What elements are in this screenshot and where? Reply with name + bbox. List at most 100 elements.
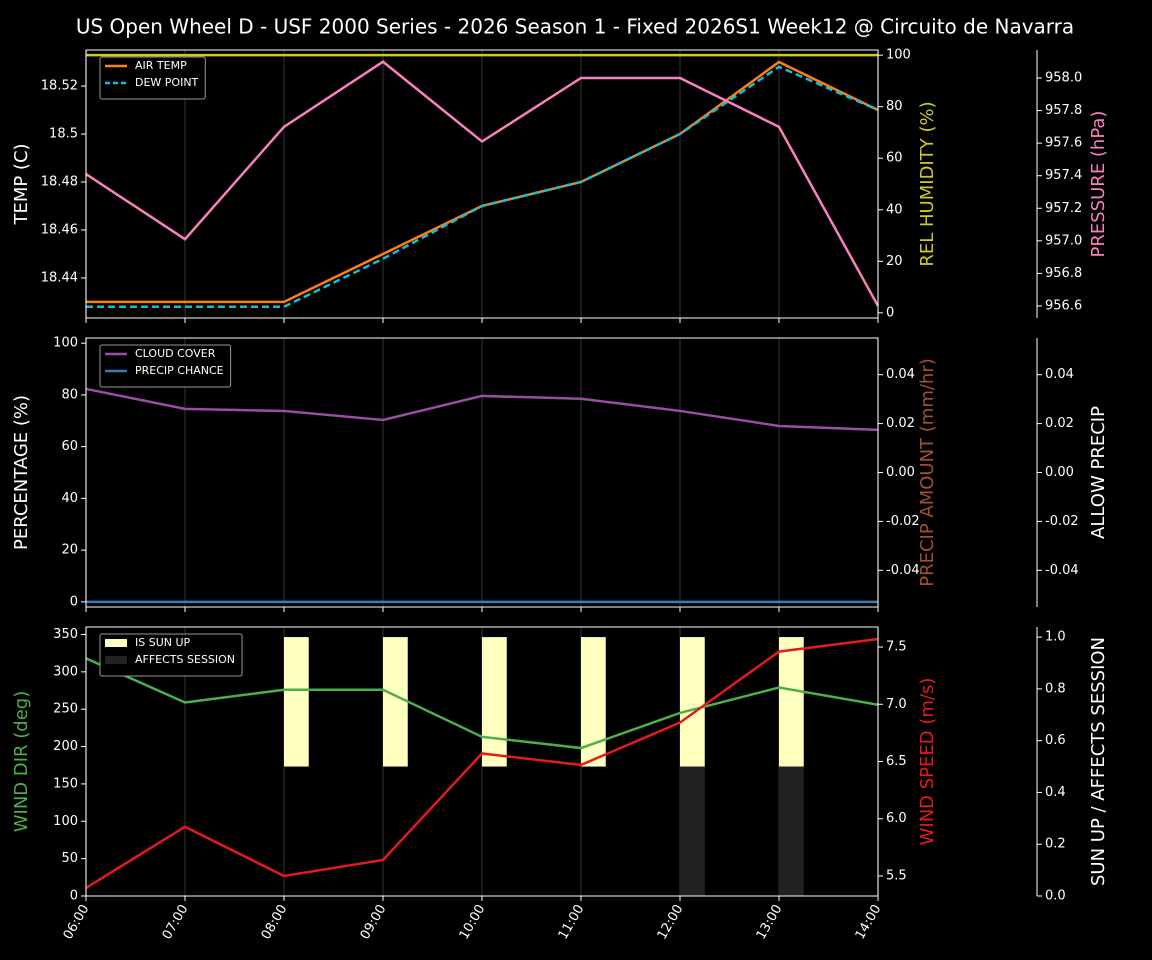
- bar: [284, 637, 309, 767]
- x-tick-label: 12:00: [655, 902, 687, 942]
- y-tick-label: 0: [886, 305, 894, 320]
- y-tick-label: 0.04: [1045, 367, 1074, 382]
- y-tick-label: 956.8: [1045, 266, 1082, 281]
- y-tick-label: 50: [61, 851, 78, 866]
- y-tick-label: 0.02: [886, 416, 915, 431]
- chart-title: US Open Wheel D - USF 2000 Series - 2026…: [76, 15, 1074, 39]
- y-tick-label: -0.04: [1045, 563, 1079, 578]
- axis-label: PRESSURE (hPa): [1088, 111, 1109, 258]
- x-tick-label: 09:00: [358, 902, 390, 942]
- legend: IS SUN UP AFFECTS SESSION: [99, 633, 243, 677]
- y-tick-label: 0.02: [1045, 416, 1074, 431]
- y-tick-label: 18.44: [41, 270, 78, 285]
- bar: [482, 637, 507, 767]
- legend-swatch: [105, 639, 127, 647]
- line: [85, 637, 879, 890]
- y-tick-label: 250: [53, 702, 78, 717]
- y-tick-label: 5.5: [886, 868, 907, 883]
- y-tick-label: 6.0: [886, 811, 907, 826]
- axis-label: PERCENTAGE (%): [11, 395, 32, 550]
- y-tick-label: -0.04: [886, 563, 920, 578]
- x-tick-label: 14:00: [853, 902, 885, 942]
- x-tick-label: 08:00: [259, 902, 291, 942]
- y-tick-label: 18.52: [41, 78, 78, 93]
- legend-label: DEW POINT: [135, 76, 199, 89]
- legend-label: AFFECTS SESSION: [135, 653, 235, 666]
- y-tick-label: 0.4: [1045, 785, 1066, 800]
- y-tick-label: 40: [886, 202, 903, 217]
- line: [85, 60, 880, 307]
- y-tick-label: 0.00: [1045, 465, 1074, 480]
- y-tick-label: 7.5: [886, 640, 907, 655]
- x-tick-label: 13:00: [754, 902, 786, 942]
- y-tick-label: 100: [53, 814, 78, 829]
- y-tick-label: 7.0: [886, 697, 907, 712]
- x-tick-label: 07:00: [160, 902, 192, 942]
- legend: CLOUD COVER PRECIP CHANCE: [99, 344, 232, 388]
- y-tick-label: 100: [53, 336, 78, 351]
- y-tick-label: 0.00: [886, 465, 915, 480]
- legend-box: [99, 344, 232, 388]
- y-tick-label: 0.6: [1045, 733, 1066, 748]
- line: [85, 657, 879, 750]
- y-tick-label: 0.8: [1045, 681, 1066, 696]
- y-tick-label: 80: [886, 99, 903, 114]
- legend-label: AIR TEMP: [135, 59, 187, 72]
- plot-frame: [85, 337, 879, 608]
- y-tick-label: -0.02: [1045, 514, 1079, 529]
- legend-label: CLOUD COVER: [135, 347, 216, 360]
- y-tick-label: 350: [53, 627, 78, 642]
- y-tick-label: 300: [53, 664, 78, 679]
- axis-label: WIND SPEED (m/s): [917, 678, 938, 846]
- y-tick-label: 60: [61, 439, 78, 454]
- y-tick-label: 200: [53, 739, 78, 754]
- legend-label: IS SUN UP: [135, 636, 191, 649]
- y-tick-label: 40: [61, 491, 78, 506]
- y-tick-label: 957.6: [1045, 136, 1082, 151]
- y-tick-label: 100: [886, 48, 911, 63]
- y-tick-label: 0.0: [1045, 889, 1066, 904]
- y-tick-label: 1.0: [1045, 630, 1066, 645]
- x-tick-label: 11:00: [556, 902, 588, 942]
- y-tick-label: 0: [70, 594, 78, 609]
- plot-frame: [85, 626, 879, 897]
- y-tick-label: 957.8: [1045, 103, 1082, 118]
- y-tick-label: 80: [61, 387, 78, 402]
- y-tick-label: -0.02: [886, 514, 920, 529]
- y-tick-label: 20: [61, 543, 78, 558]
- axis-label: WIND DIR (deg): [11, 691, 32, 833]
- y-tick-label: 18.5: [49, 126, 78, 141]
- legend-swatch: [105, 656, 127, 664]
- y-tick-label: 6.5: [886, 754, 907, 769]
- axis-label: ALLOW PRECIP: [1088, 406, 1109, 539]
- line: [85, 387, 879, 432]
- axis-label: TEMP (C): [11, 143, 32, 225]
- axis-label: PRECIP AMOUNT (mm/hr): [917, 358, 938, 587]
- bar: [680, 637, 705, 767]
- legend-label: PRECIP CHANCE: [135, 364, 224, 377]
- y-tick-label: 18.48: [41, 174, 78, 189]
- axis-label: SUN UP / AFFECTS SESSION: [1088, 637, 1109, 886]
- y-tick-label: 958.0: [1045, 71, 1082, 86]
- bar: [680, 766, 705, 896]
- y-tick-label: 0.2: [1045, 837, 1066, 852]
- y-tick-label: 957.2: [1045, 201, 1082, 216]
- y-tick-label: 956.6: [1045, 298, 1082, 313]
- legend-box: [99, 56, 206, 100]
- y-tick-label: 60: [886, 151, 903, 166]
- x-tick-label: 06:00: [61, 902, 93, 942]
- legend: AIR TEMP DEW POINT: [99, 56, 206, 100]
- y-tick-label: 957.4: [1045, 168, 1082, 183]
- axis-label: REL HUMIDITY (%): [917, 101, 938, 266]
- bar: [383, 637, 408, 767]
- y-tick-label: 20: [886, 254, 903, 269]
- y-tick-label: 0.04: [886, 367, 915, 382]
- legend-box: [99, 633, 243, 677]
- bar: [779, 766, 804, 896]
- y-tick-label: 150: [53, 776, 78, 791]
- x-tick-label: 10:00: [457, 902, 489, 942]
- y-tick-label: 18.46: [41, 222, 78, 237]
- line: [86, 65, 879, 308]
- y-tick-label: 0: [70, 889, 78, 904]
